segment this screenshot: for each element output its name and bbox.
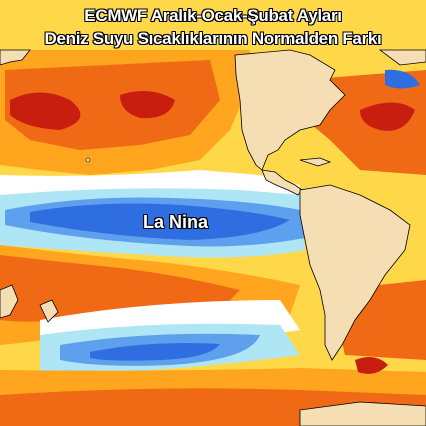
south-atlantic-hot-spot	[355, 356, 388, 374]
atlantic-cool-patch	[385, 69, 420, 89]
north-pacific-hot-core	[10, 92, 81, 130]
caribbean-islands	[299, 157, 332, 167]
la-nina-label: La Nina	[143, 212, 209, 232]
south-cool-deep	[90, 343, 220, 361]
greenland-land	[378, 49, 426, 66]
south-america-land	[299, 184, 411, 361]
map-title-line-1: ECMWF Aralık-Ocak-Şubat Ayları	[84, 6, 342, 25]
north-america-land	[234, 49, 346, 171]
north-pacific-hot-core-2	[120, 91, 175, 119]
australia-edge-land	[0, 284, 19, 319]
antarctica-land	[299, 401, 426, 426]
la-nina-core	[30, 203, 290, 240]
atlantic-hot-core	[360, 102, 415, 131]
hawaii-island	[85, 157, 91, 163]
asia-coast-land	[0, 49, 31, 66]
map-title-line-2: Deniz Suyu Sıcaklıklarının Normalden Far…	[44, 29, 382, 48]
new-zealand-land	[39, 299, 59, 323]
